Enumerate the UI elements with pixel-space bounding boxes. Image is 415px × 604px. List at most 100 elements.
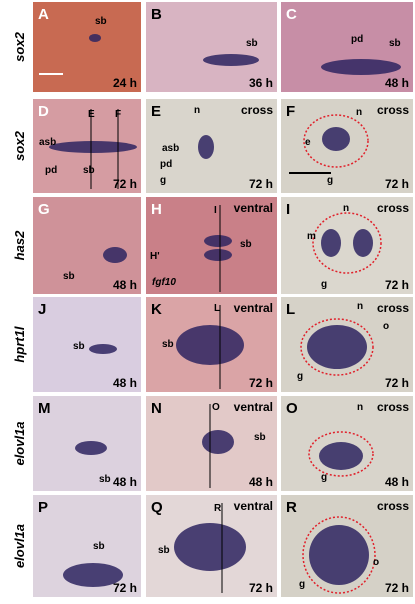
stain [176,325,244,365]
panel-letter: G [38,201,50,218]
annotation: asb [162,143,179,154]
annotation: L [214,303,220,314]
panel-letter: M [38,400,51,417]
annotation: m [307,231,316,242]
stage-label: 48 h [113,376,137,390]
annotation: n [343,203,349,214]
view-label: ventral [234,400,273,414]
stain [103,247,127,263]
stage-label: 48 h [113,278,137,292]
stage-label: 48 h [385,76,409,90]
annotation: pd [45,165,57,176]
stage-label: 72 h [385,278,409,292]
row-label: hprt1l [12,326,27,363]
view-label: ventral [234,499,273,513]
view-label: cross [377,400,409,414]
outline [312,212,382,274]
stain [203,54,259,66]
panel: C 48 h pd sb [281,2,413,92]
panel-letter: H [151,201,162,218]
panel: G 48 h sb [33,197,141,294]
stain [319,442,363,470]
panel: P 72 h sb [33,495,141,597]
panel-letter: J [38,301,46,318]
stain [75,441,107,455]
stain [204,249,232,261]
annotation: g [160,175,166,186]
panel-letter: B [151,6,162,23]
annotation: sb [99,474,111,485]
annotation: sb [254,432,266,443]
stage-label: 72 h [249,376,273,390]
panel-letter: E [151,103,161,120]
stage-label: 72 h [385,376,409,390]
stage-label: 48 h [113,475,137,489]
annotation: pd [351,34,363,45]
panel: J 48 h sb [33,297,141,392]
view-label: cross [377,103,409,117]
annotation: sb [95,16,107,27]
annotation: g [299,579,305,590]
stain [321,229,341,257]
annotation: sb [389,38,401,49]
row-label: elovl1a [12,421,27,465]
panel-image [281,2,413,92]
stain [63,563,123,587]
stain [198,135,214,159]
stain [321,59,401,75]
panel-image [33,197,141,294]
panel-letter: A [38,6,49,23]
stain [322,127,350,151]
panel-letter: C [286,6,297,23]
annotation: g [297,371,303,382]
row-label: has2 [12,230,27,260]
view-label: ventral [234,301,273,315]
panel: D 72 h asb pd sb E F [33,99,141,193]
panel-letter: R [286,499,297,516]
annotation: sb [83,165,95,176]
panel-image [146,2,277,92]
outline [302,516,376,594]
annotation: F [115,109,121,120]
panel-image [281,197,413,294]
panel-letter: N [151,400,162,417]
annotation: e [305,137,311,148]
stain [49,141,137,153]
annotation: sb [246,38,258,49]
panel: A 24 h sb [33,2,141,92]
row-label: sox2 [12,130,27,160]
stain [202,430,234,454]
stain [89,34,101,42]
panel-letter: Q [151,499,163,516]
annotation: n [357,301,363,312]
annotation: sb [63,271,75,282]
outline [300,318,374,376]
annotation: sb [162,339,174,350]
annotation: sb [93,541,105,552]
annotation: n [194,105,200,116]
annotation: fgf10 [152,277,176,288]
stain [89,344,117,354]
row-label: elovl1a [12,524,27,568]
annotation: n [356,107,362,118]
stage-label: 24 h [113,76,137,90]
stage-label: 72 h [385,581,409,595]
view-label: ventral [234,201,273,215]
stage-label: 72 h [385,177,409,191]
stain [353,229,373,257]
panel-letter: D [38,103,49,120]
annotation: g [321,279,327,290]
stain [309,525,369,585]
annotation: g [327,175,333,186]
annotation: sb [240,239,252,250]
panel-letter: O [286,400,298,417]
annotation: n [357,402,363,413]
outline [308,431,374,477]
annotation: o [373,557,379,568]
annotation: asb [39,137,56,148]
